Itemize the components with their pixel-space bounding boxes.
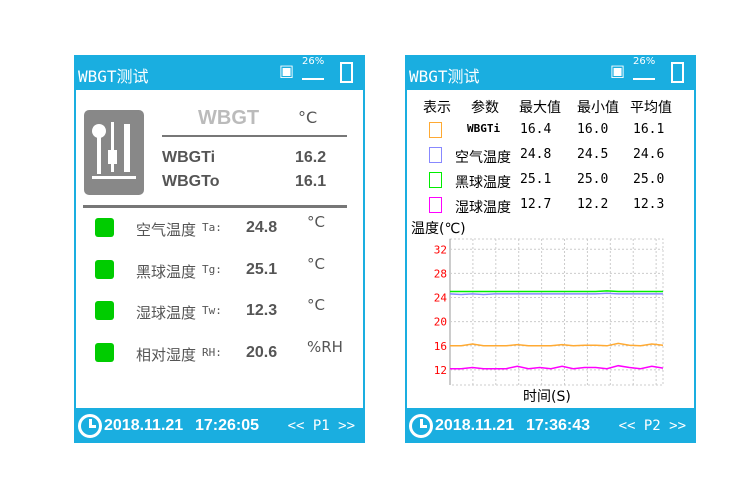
reading-value: 12.3 <box>246 302 278 319</box>
clock-icon <box>78 414 102 438</box>
status-indicator <box>95 342 114 362</box>
reading-unit: °C <box>307 254 325 273</box>
reading-code: Tg: <box>202 262 222 276</box>
date: 2018.11.21 <box>104 417 184 434</box>
time: 17:26:05 <box>195 417 260 434</box>
thermometer-icon <box>84 110 144 195</box>
reading-value: 24.8 <box>246 219 278 236</box>
avg-value: 25.0 <box>633 172 665 187</box>
reading-unit: °C <box>307 296 325 314</box>
legend-swatch <box>429 172 442 188</box>
reading-value: 25.1 <box>246 260 278 278</box>
avg-value: 12.3 <box>633 197 665 212</box>
param-name: WBGTi <box>467 122 501 135</box>
title-bar: WBGT测试 ▣ 26% <box>74 55 365 90</box>
reading-label: 空气温度 <box>136 221 197 239</box>
reading-label: 相对湿度 <box>136 345 197 364</box>
header-max: 最大值 <box>519 100 561 116</box>
wbgt-unit: °C <box>298 108 318 127</box>
status-footer: 2018.11.21 17:26:05 << P1 >> <box>74 408 365 443</box>
sd-card-icon: ▣ <box>279 61 295 80</box>
max-value: 25.1 <box>520 172 552 187</box>
storage-percent: 26% <box>302 56 324 80</box>
status-indicator <box>95 218 114 237</box>
min-value: 25.0 <box>577 172 609 187</box>
wbgt-label: WBGT <box>198 107 260 129</box>
battery-icon <box>340 62 353 83</box>
reading-label: 黑球温度 <box>136 262 197 281</box>
divider <box>162 135 347 137</box>
reading-value: 20.6 <box>246 343 278 361</box>
date: 2018.11.21 <box>435 417 515 434</box>
param-name: 黑球温度 <box>455 175 511 191</box>
y-tick-label: 24 <box>434 292 448 305</box>
min-value: 24.5 <box>577 147 609 162</box>
y-tick-label: 28 <box>434 267 447 280</box>
reading-code: Tw: <box>202 304 222 317</box>
title: WBGT测试 <box>78 67 149 86</box>
wbgto-label: WBGTo <box>162 173 220 190</box>
reading-code: RH: <box>202 345 222 359</box>
wbgti-value: 16.2 <box>295 149 327 166</box>
page2-panel: WBGT测试 ▣ 26% 表示 参数 最大值 最小值 平均值 WBGTi 16.… <box>405 55 696 443</box>
y-tick-label: 16 <box>434 340 447 353</box>
wbgto-value: 16.1 <box>295 173 327 190</box>
avg-value: 16.1 <box>633 122 665 137</box>
avg-value: 24.6 <box>633 147 665 162</box>
title: WBGT测试 <box>409 67 480 86</box>
x-axis-label: 时间(S) <box>523 389 571 405</box>
battery-icon <box>671 62 684 83</box>
status-indicator <box>95 301 114 320</box>
plot-area <box>449 238 664 386</box>
page-nav[interactable]: << P1 >> <box>287 418 355 434</box>
header-param: 参数 <box>471 100 499 116</box>
page-nav[interactable]: << P2 >> <box>618 418 686 434</box>
divider <box>83 205 347 208</box>
reading-label: 湿球温度 <box>136 304 197 322</box>
param-name: 空气温度 <box>455 150 511 166</box>
y-tick-label: 32 <box>434 243 447 256</box>
param-name: 湿球温度 <box>455 200 511 216</box>
legend-swatch <box>429 147 442 163</box>
max-value: 24.8 <box>520 147 552 162</box>
clock-icon <box>409 414 433 438</box>
max-value: 12.7 <box>520 197 552 212</box>
y-tick-label: 12 <box>434 364 447 377</box>
reading-code: Ta: <box>202 221 222 234</box>
max-value: 16.4 <box>520 122 552 137</box>
reading-unit: °C <box>307 213 325 231</box>
min-value: 12.2 <box>577 197 609 212</box>
header-legend: 表示 <box>423 100 451 116</box>
sd-card-icon: ▣ <box>610 61 626 80</box>
wbgti-label: WBGTi <box>162 149 216 166</box>
series-line-3 <box>450 364 664 370</box>
header-avg: 平均值 <box>630 100 672 116</box>
status-indicator <box>95 259 114 279</box>
legend-swatch <box>429 122 442 138</box>
time: 17:36:43 <box>526 417 591 434</box>
header-min: 最小值 <box>577 100 619 116</box>
title-bar: WBGT测试 ▣ 26% <box>405 55 696 90</box>
temperature-chart: 32 28 24 20 16 12 <box>434 238 664 386</box>
legend-swatch <box>429 197 442 213</box>
page1-panel: WBGT测试 ▣ 26% WBGT °C WBGTi 16.2 WBGTo 16… <box>74 55 365 443</box>
storage-percent: 26% <box>633 56 655 80</box>
min-value: 16.0 <box>577 122 609 137</box>
y-axis-label: 温度(℃) <box>411 221 466 237</box>
series-line-0 <box>450 290 663 293</box>
series-line-1 <box>449 292 663 296</box>
y-tick-label: 20 <box>434 316 447 329</box>
status-footer: 2018.11.21 17:36:43 << P2 >> <box>405 408 696 443</box>
reading-unit: %RH <box>307 337 343 356</box>
series-line-2 <box>450 342 664 347</box>
